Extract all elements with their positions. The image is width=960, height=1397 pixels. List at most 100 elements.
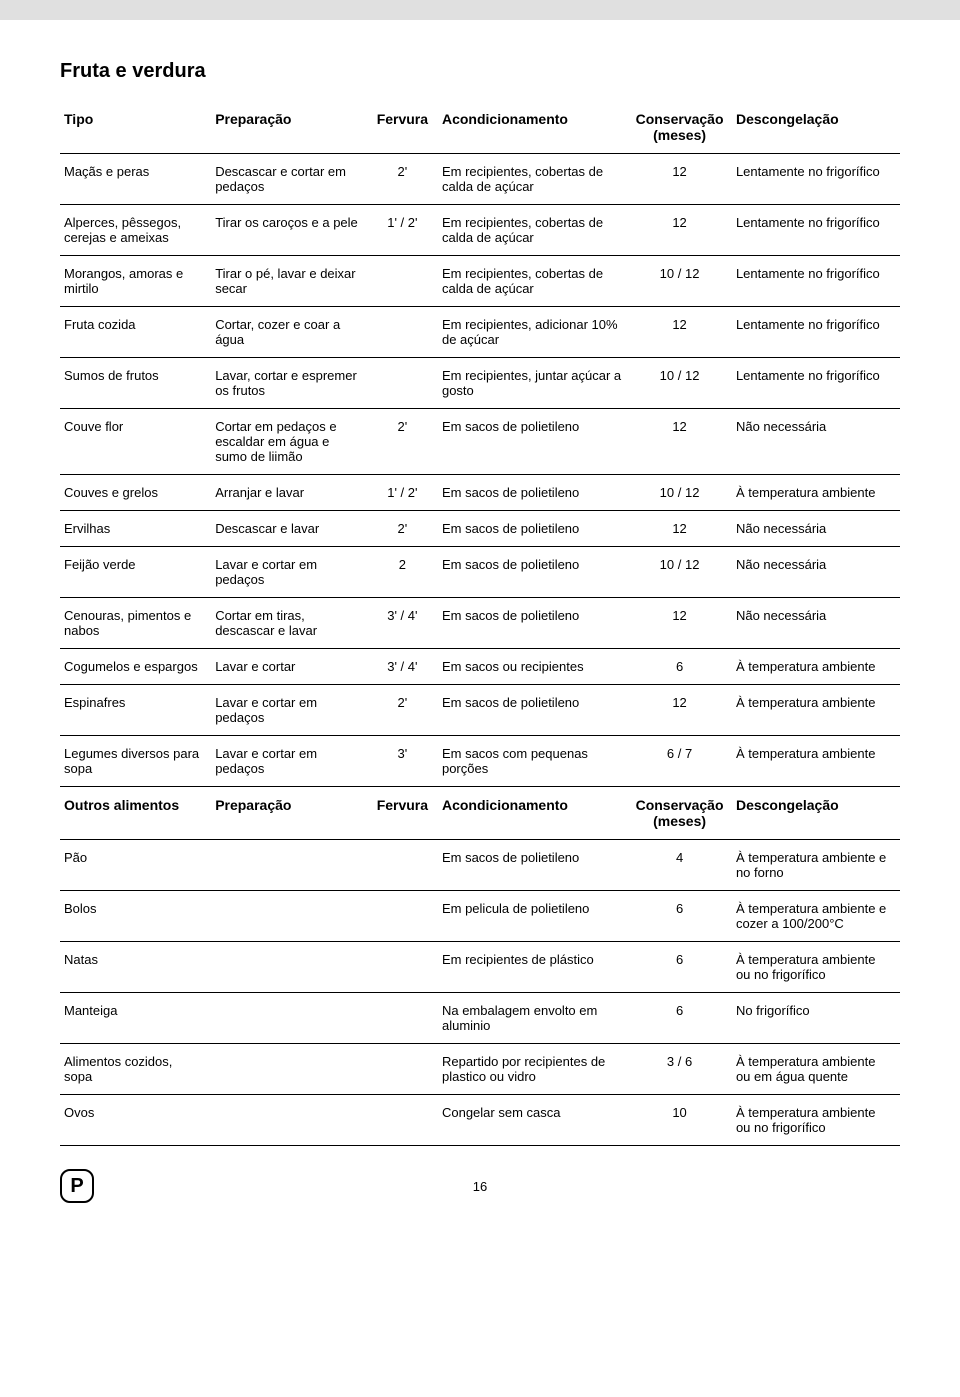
table-cell — [211, 1044, 371, 1095]
page-title: Fruta e verdura — [60, 60, 900, 83]
table-cell: 6 — [631, 649, 732, 685]
table-cell: 3' — [371, 736, 438, 787]
table-cell: 2' — [371, 409, 438, 475]
table-cell: 2 — [371, 547, 438, 598]
table-cell: Descascar e lavar — [211, 511, 371, 547]
table-cell: Sumos de frutos — [60, 358, 211, 409]
table-cell: Cortar em pedaços e escaldar em água e s… — [211, 409, 371, 475]
table-cell: 3' / 4' — [371, 598, 438, 649]
table-cell: 12 — [631, 598, 732, 649]
table-cell: À temperatura ambiente — [732, 685, 900, 736]
table-cell: Em sacos de polietileno — [438, 685, 631, 736]
table-row: Manteiga Na embalagem envolto em aluminio… — [60, 993, 900, 1044]
table-row: Legumes diversos para sopaLavar e cortar… — [60, 736, 900, 787]
table-cell: À temperatura ambiente — [732, 475, 900, 511]
table-cell — [371, 307, 438, 358]
header-desc: Descongelação — [732, 101, 900, 154]
table-cell: Lentamente no frigorífico — [732, 256, 900, 307]
table-cell: 6 — [631, 891, 732, 942]
table-row: Cogumelos e espargosLavar e cortar3' / 4… — [60, 649, 900, 685]
table-cell: Em sacos de polietileno — [438, 409, 631, 475]
table-cell: Em recipientes, cobertas de calda de açú… — [438, 205, 631, 256]
table-cell: 12 — [631, 205, 732, 256]
table-row: Sumos de frutosLavar, cortar e espremer … — [60, 358, 900, 409]
table-cell — [371, 256, 438, 307]
page-number: 16 — [473, 1179, 487, 1194]
table-cell — [211, 840, 371, 891]
table-cell: À temperatura ambiente ou em água quente — [732, 1044, 900, 1095]
table-cell: 4 — [631, 840, 732, 891]
table-cell: 6 — [631, 942, 732, 993]
table-cell: Lavar e cortar em pedaços — [211, 685, 371, 736]
table-cell: 12 — [631, 685, 732, 736]
table-cell: Natas — [60, 942, 211, 993]
table-cell: Morangos, amoras e mirtilo — [60, 256, 211, 307]
header2-tipo: Outros alimentos — [60, 787, 211, 840]
table-cell: Em sacos ou recipientes — [438, 649, 631, 685]
table-cell: Couves e grelos — [60, 475, 211, 511]
table-cell: Espinafres — [60, 685, 211, 736]
table-cell: Cenouras, pimentos e nabos — [60, 598, 211, 649]
table-cell: 10 / 12 — [631, 547, 732, 598]
table-cell: 12 — [631, 154, 732, 205]
header2-desc: Descongelação — [732, 787, 900, 840]
table-cell: Lentamente no frigorífico — [732, 154, 900, 205]
table-row: Couves e grelosArranjar e lavar1' / 2'Em… — [60, 475, 900, 511]
header2-fervura: Fervura — [371, 787, 438, 840]
table-row: Maçãs e perasDescascar e cortar em pedaç… — [60, 154, 900, 205]
table-cell: Na embalagem envolto em aluminio — [438, 993, 631, 1044]
table-cell: 6 — [631, 993, 732, 1044]
table-cell: Arranjar e lavar — [211, 475, 371, 511]
header-preparacao: Preparação — [211, 101, 371, 154]
table-cell: Cortar em tiras, descascar e lavar — [211, 598, 371, 649]
table-cell: Alimentos cozidos, sopa — [60, 1044, 211, 1095]
table-cell: Lentamente no frigorífico — [732, 358, 900, 409]
table-cell: Descascar e cortar em pedaços — [211, 154, 371, 205]
header2-preparacao: Preparação — [211, 787, 371, 840]
table-cell: Lavar, cortar e espremer os frutos — [211, 358, 371, 409]
table-cell: Cortar, cozer e coar a água — [211, 307, 371, 358]
table-cell: Pão — [60, 840, 211, 891]
table-cell: 10 / 12 — [631, 475, 732, 511]
table-cell — [371, 993, 438, 1044]
table-cell — [371, 358, 438, 409]
table-row: Fruta cozidaCortar, cozer e coar a águaE… — [60, 307, 900, 358]
table-cell: Tirar o pé, lavar e deixar secar — [211, 256, 371, 307]
table-row: PãoEm sacos de polietileno4À temperatura… — [60, 840, 900, 891]
table-cell: Em recipientes de plástico — [438, 942, 631, 993]
table-cell: À temperatura ambiente e no forno — [732, 840, 900, 891]
table-cell: 12 — [631, 511, 732, 547]
table-cell: Não necessária — [732, 409, 900, 475]
table-row: Alimentos cozidos, sopa Repartido por rec… — [60, 1044, 900, 1095]
table-cell: 2' — [371, 685, 438, 736]
table-cell: 6 / 7 — [631, 736, 732, 787]
top-bar — [0, 0, 960, 20]
table-cell: Em recipientes, juntar açúcar a gosto — [438, 358, 631, 409]
table-cell — [371, 1095, 438, 1146]
table-row: EspinafresLavar e cortar em pedaços2'Em … — [60, 685, 900, 736]
table-cell: 10 — [631, 1095, 732, 1146]
table-row: ErvilhasDescascar e lavar2'Em sacos de p… — [60, 511, 900, 547]
table-cell: Não necessária — [732, 511, 900, 547]
page: Fruta e verdura Tipo Preparação Fervura … — [0, 0, 960, 1206]
table-cell — [211, 891, 371, 942]
table-cell — [371, 891, 438, 942]
table-cell: 2' — [371, 511, 438, 547]
header2-cons: Conservação (meses) — [631, 787, 732, 840]
table-cell — [371, 942, 438, 993]
table-cell: Em recipientes, cobertas de calda de açú… — [438, 256, 631, 307]
header-tipo: Tipo — [60, 101, 211, 154]
table-cell: Manteiga — [60, 993, 211, 1044]
table-cell: Maçãs e peras — [60, 154, 211, 205]
table-cell: 1' / 2' — [371, 205, 438, 256]
table-cell: Repartido por recipientes de plastico ou… — [438, 1044, 631, 1095]
table-cell: À temperatura ambiente ou no frigorífico — [732, 942, 900, 993]
table-cell: Em sacos de polietileno — [438, 547, 631, 598]
table-cell — [371, 840, 438, 891]
table-row: Couve florCortar em pedaços e escaldar e… — [60, 409, 900, 475]
table-row: OvosCongelar sem casca10À temperatura am… — [60, 1095, 900, 1146]
header-cons: Conservação (meses) — [631, 101, 732, 154]
table-cell: Alperces, pêssegos, cerejas e ameixas — [60, 205, 211, 256]
table-cell: Em recipientes, cobertas de calda de açú… — [438, 154, 631, 205]
table-cell: Fruta cozida — [60, 307, 211, 358]
